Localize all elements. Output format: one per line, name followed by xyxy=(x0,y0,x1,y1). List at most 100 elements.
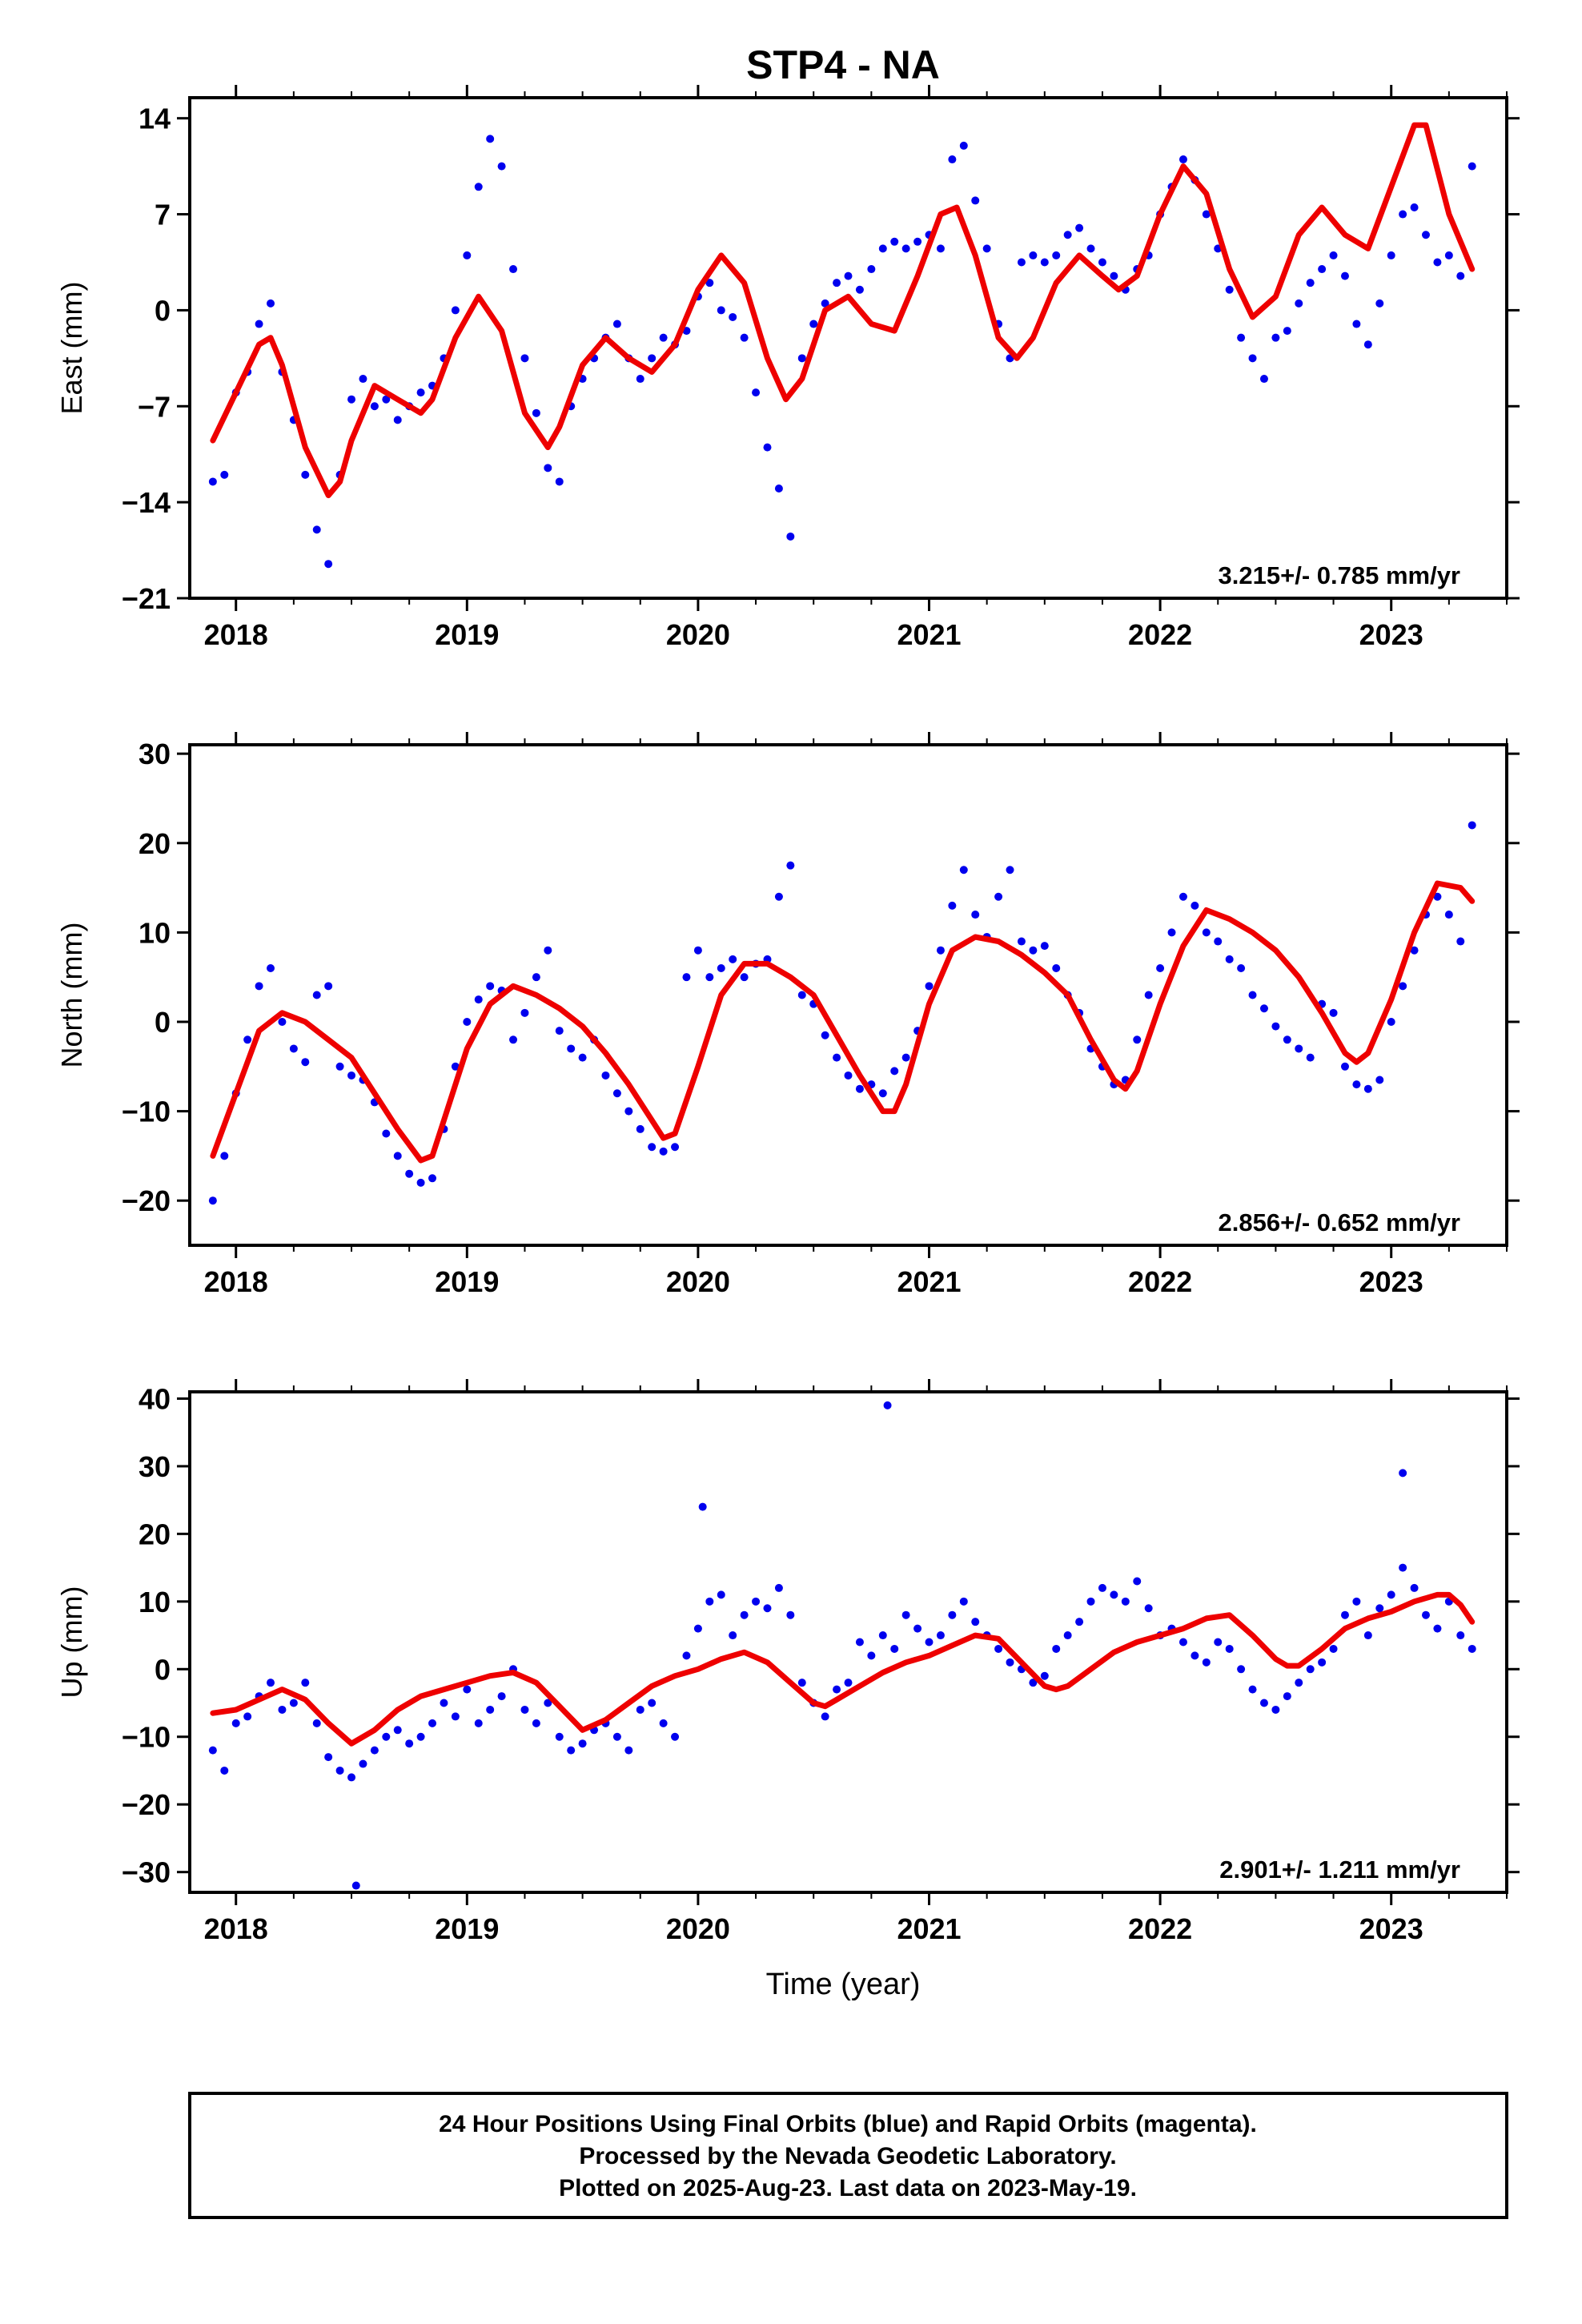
east-data-point xyxy=(855,285,864,294)
up-data-point xyxy=(1410,1583,1419,1592)
up-data-point xyxy=(1329,1644,1338,1653)
up-data-point xyxy=(451,1712,460,1721)
north-data-point xyxy=(1444,911,1453,919)
up-data-point xyxy=(324,1753,333,1762)
east-data-point xyxy=(901,244,910,253)
north-data-point xyxy=(601,1071,610,1080)
figure-title: STP4 - NA xyxy=(746,42,940,87)
east-data-point xyxy=(948,155,957,164)
east-data-point xyxy=(1433,258,1442,267)
up-data-point xyxy=(740,1610,749,1619)
east-data-point xyxy=(497,162,506,171)
up-data-point xyxy=(1110,1590,1118,1599)
up-x-tick-label: 2019 xyxy=(435,1912,499,1945)
north-data-point xyxy=(959,866,968,875)
up-data-point xyxy=(878,1631,887,1640)
east-data-point xyxy=(1283,327,1291,336)
north-data-point xyxy=(844,1071,853,1080)
east-model-curve xyxy=(210,122,1476,499)
east-data-point xyxy=(890,237,899,246)
north-data-point xyxy=(1178,892,1187,901)
north-y-tick-label: 30 xyxy=(139,738,171,770)
east-data-point xyxy=(763,443,772,452)
east-data-point xyxy=(1421,231,1430,239)
up-y-tick-label: 10 xyxy=(139,1586,171,1618)
up-data-point xyxy=(1271,1705,1280,1714)
east-data-point xyxy=(797,354,806,363)
east-data-point xyxy=(1086,244,1095,253)
east-data-point xyxy=(913,237,922,246)
east-data-point xyxy=(1178,155,1187,164)
up-plot-frame xyxy=(188,1390,1508,1894)
east-data-point xyxy=(705,279,714,287)
up-data-point xyxy=(1375,1604,1384,1613)
east-y-tick-label: 7 xyxy=(155,199,171,231)
up-data-point xyxy=(1063,1631,1072,1640)
north-data-point xyxy=(1306,1053,1315,1062)
east-data-point xyxy=(809,320,818,328)
east-data-point xyxy=(312,525,321,534)
north-data-point xyxy=(878,1089,887,1098)
north-data-point xyxy=(1167,928,1176,937)
east-data-point xyxy=(544,464,552,472)
up-rate-label: 2.901+/- 1.211 mm/yr xyxy=(1219,1856,1460,1884)
up-data-point xyxy=(1295,1679,1303,1687)
north-data-point xyxy=(1468,821,1476,830)
up-data-point xyxy=(1340,1610,1349,1619)
up-data-point xyxy=(1191,1651,1199,1660)
east-panel: 2018 2019 2020 2021 2022 2023 −21 −14 −7 0 7 14 East… xyxy=(55,85,1520,651)
east-data-point xyxy=(1225,285,1234,294)
footnote-line-1: 24 Hour Positions Using Final Orbits (bl… xyxy=(439,2111,1257,2137)
up-data-point xyxy=(1225,1644,1234,1653)
north-y-tick-label: −20 xyxy=(122,1184,171,1217)
east-data-point xyxy=(1410,203,1419,211)
up-data-point xyxy=(624,1746,633,1755)
east-x-tick-label: 2022 xyxy=(1128,618,1192,651)
up-data-point xyxy=(671,1732,680,1741)
east-data-point xyxy=(532,408,540,417)
north-data-point xyxy=(948,901,957,910)
east-x-tick-label: 2023 xyxy=(1359,618,1423,651)
east-x-tick-label: 2018 xyxy=(204,618,268,651)
up-panel: 2018 2019 2020 2021 2022 2023 −30 −20 −10 0 10 20 30… xyxy=(55,1379,1520,1945)
east-data-point xyxy=(1202,210,1211,219)
footnote-line-2: Processed by the Nevada Geodetic Laborat… xyxy=(579,2143,1116,2169)
east-data-point xyxy=(1387,251,1395,259)
east-data-point xyxy=(936,244,945,253)
north-data-point xyxy=(1225,955,1234,963)
up-data-point xyxy=(359,1759,367,1768)
up-data-point xyxy=(1468,1644,1476,1653)
up-data-point xyxy=(844,1679,853,1687)
east-data-point xyxy=(451,306,460,315)
east-data-point xyxy=(752,388,761,397)
north-data-point xyxy=(612,1089,621,1098)
east-data-point xyxy=(878,244,887,253)
north-data-point xyxy=(1340,1062,1349,1071)
north-data-point xyxy=(821,1031,829,1039)
up-data-point xyxy=(1202,1658,1211,1667)
east-data-point xyxy=(1237,333,1246,342)
north-data-point xyxy=(486,982,495,991)
north-data-point xyxy=(1052,964,1061,973)
east-data-point xyxy=(324,560,333,569)
east-data-point xyxy=(1340,271,1349,280)
east-data-point xyxy=(382,395,391,404)
north-y-axis-label: North (mm) xyxy=(55,923,88,1068)
north-data-point xyxy=(1191,901,1199,910)
up-y-tick-label: −20 xyxy=(122,1788,171,1821)
north-data-point xyxy=(1156,964,1165,973)
up-data-point xyxy=(1399,1469,1407,1478)
up-data-point xyxy=(1387,1590,1395,1599)
east-x-tick-label: 2019 xyxy=(435,618,499,651)
north-data-point xyxy=(1433,892,1442,901)
north-data-point xyxy=(382,1129,391,1138)
up-data-point xyxy=(698,1502,707,1511)
east-data-point xyxy=(509,265,518,274)
north-data-point xyxy=(1271,1022,1280,1031)
east-data-point xyxy=(636,375,644,384)
up-data-point xyxy=(883,1401,892,1409)
north-data-point xyxy=(901,1053,910,1062)
north-panel: 2018 2019 2020 2021 2022 2023 −20 −10 0 10 20 30 Nor… xyxy=(55,732,1520,1298)
east-data-point xyxy=(1017,258,1026,267)
up-data-point xyxy=(208,1746,217,1755)
